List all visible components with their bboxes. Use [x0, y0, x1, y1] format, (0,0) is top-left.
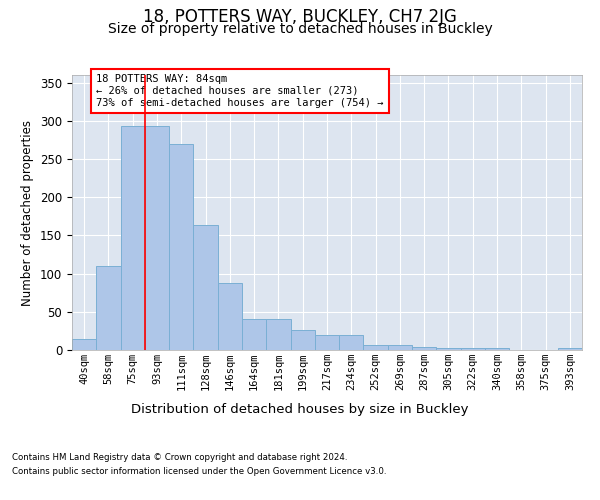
Bar	[145, 126, 169, 350]
Bar	[412, 347, 436, 350]
Bar	[242, 318, 266, 350]
Bar	[364, 344, 388, 350]
Bar	[339, 336, 364, 350]
Bar	[266, 318, 290, 350]
Text: Contains public sector information licensed under the Open Government Licence v3: Contains public sector information licen…	[12, 467, 386, 476]
Text: Contains HM Land Registry data © Crown copyright and database right 2024.: Contains HM Land Registry data © Crown c…	[12, 454, 347, 462]
Bar	[558, 348, 582, 350]
Text: 18, POTTERS WAY, BUCKLEY, CH7 2JG: 18, POTTERS WAY, BUCKLEY, CH7 2JG	[143, 8, 457, 26]
Text: Distribution of detached houses by size in Buckley: Distribution of detached houses by size …	[131, 402, 469, 415]
Y-axis label: Number of detached properties: Number of detached properties	[22, 120, 34, 306]
Bar	[485, 348, 509, 350]
Text: 18 POTTERS WAY: 84sqm
← 26% of detached houses are smaller (273)
73% of semi-det: 18 POTTERS WAY: 84sqm ← 26% of detached …	[96, 74, 384, 108]
Text: Size of property relative to detached houses in Buckley: Size of property relative to detached ho…	[107, 22, 493, 36]
Bar	[193, 226, 218, 350]
Bar	[169, 144, 193, 350]
Bar	[121, 126, 145, 350]
Bar	[290, 330, 315, 350]
Bar	[461, 348, 485, 350]
Bar	[436, 348, 461, 350]
Bar	[388, 346, 412, 350]
Bar	[72, 338, 96, 350]
Bar	[315, 334, 339, 350]
Bar	[96, 266, 121, 350]
Bar	[218, 283, 242, 350]
